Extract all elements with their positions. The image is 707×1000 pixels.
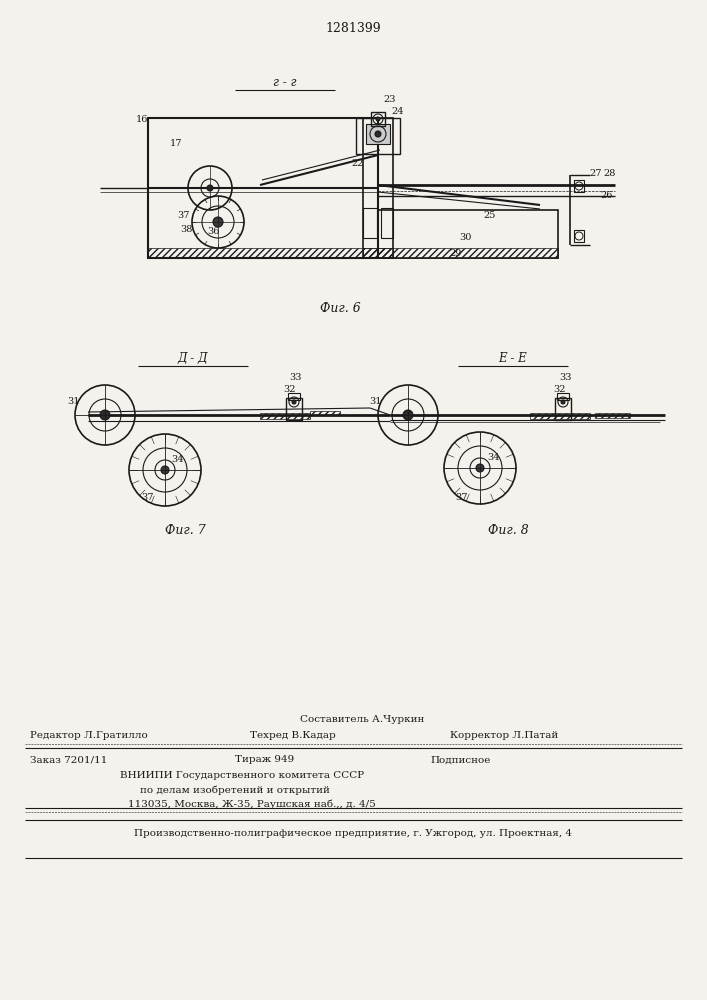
Text: Тираж 949: Тираж 949 xyxy=(235,756,294,764)
Text: 17: 17 xyxy=(170,138,182,147)
Text: 34: 34 xyxy=(172,456,185,464)
Text: г - г: г - г xyxy=(273,76,297,89)
Text: 25: 25 xyxy=(484,211,496,220)
Circle shape xyxy=(561,400,565,404)
Text: Производственно-полиграфическое предприятие, г. Ужгород, ул. Проектная, 4: Производственно-полиграфическое предприя… xyxy=(134,830,572,838)
Text: 22: 22 xyxy=(352,158,364,167)
Text: ВНИИПИ Государственного комитета СССР: ВНИИПИ Государственного комитета СССР xyxy=(120,772,364,780)
Text: 26: 26 xyxy=(601,190,613,200)
Text: 30: 30 xyxy=(459,233,471,242)
Bar xyxy=(363,208,377,238)
Bar xyxy=(378,210,558,258)
Bar xyxy=(557,393,569,400)
Bar xyxy=(148,248,378,258)
Text: 31: 31 xyxy=(68,397,81,406)
Bar xyxy=(530,413,590,419)
Text: 31: 31 xyxy=(369,397,381,406)
Bar xyxy=(288,393,300,400)
Text: Е - Е: Е - Е xyxy=(498,352,527,364)
Text: 37: 37 xyxy=(141,493,154,502)
Text: 36: 36 xyxy=(207,228,219,236)
Bar xyxy=(286,398,302,420)
Text: 37: 37 xyxy=(456,493,468,502)
Text: Составитель А.Чуркин: Составитель А.Чуркин xyxy=(300,716,424,724)
Bar xyxy=(574,230,584,242)
Circle shape xyxy=(213,217,223,227)
Text: 29: 29 xyxy=(450,249,462,258)
Bar xyxy=(378,248,558,258)
Text: 33: 33 xyxy=(560,373,572,382)
Text: Подписное: Подписное xyxy=(430,756,491,764)
Text: 16: 16 xyxy=(136,115,148,124)
Bar xyxy=(363,118,393,258)
Circle shape xyxy=(375,131,381,137)
Text: Д - Д: Д - Д xyxy=(177,352,209,364)
Text: Корректор Л.Патай: Корректор Л.Патай xyxy=(450,732,559,740)
Bar xyxy=(555,398,571,420)
Circle shape xyxy=(376,117,380,121)
Circle shape xyxy=(161,466,169,474)
Text: 32: 32 xyxy=(554,385,566,394)
Bar xyxy=(366,124,390,144)
Text: Заказ 7201/11: Заказ 7201/11 xyxy=(30,756,107,764)
Text: Редактор Л.Гратилло: Редактор Л.Гратилло xyxy=(30,732,148,740)
Circle shape xyxy=(403,410,413,420)
Bar xyxy=(381,208,393,238)
Text: 27: 27 xyxy=(590,169,602,178)
Bar xyxy=(371,112,385,126)
Text: Фиг. 7: Фиг. 7 xyxy=(165,524,205,536)
Bar xyxy=(574,180,584,192)
Text: 28: 28 xyxy=(604,169,617,178)
Text: по делам изобретений и открытий: по делам изобретений и открытий xyxy=(140,785,330,795)
Circle shape xyxy=(100,410,110,420)
Text: 24: 24 xyxy=(392,107,404,116)
Text: Фиг. 8: Фиг. 8 xyxy=(488,524,528,536)
Text: 23: 23 xyxy=(383,96,395,104)
Bar xyxy=(356,118,400,154)
Bar xyxy=(310,411,340,415)
Text: 1281399: 1281399 xyxy=(325,21,381,34)
Bar xyxy=(363,248,393,258)
Circle shape xyxy=(207,185,213,191)
Text: Фиг. 6: Фиг. 6 xyxy=(320,302,361,314)
Bar xyxy=(260,413,310,419)
Text: 38: 38 xyxy=(180,226,192,234)
Text: 113035, Москва, Ж-35, Раушская наб.,, д. 4/5: 113035, Москва, Ж-35, Раушская наб.,, д.… xyxy=(128,799,375,809)
Text: 37: 37 xyxy=(177,211,189,220)
Circle shape xyxy=(292,400,296,404)
Bar xyxy=(148,118,378,258)
Bar xyxy=(595,413,630,418)
Text: 34: 34 xyxy=(488,454,501,462)
Text: 32: 32 xyxy=(284,385,296,394)
Circle shape xyxy=(476,464,484,472)
Text: 33: 33 xyxy=(290,373,303,382)
Text: Техред В.Кадар: Техред В.Кадар xyxy=(250,732,336,740)
